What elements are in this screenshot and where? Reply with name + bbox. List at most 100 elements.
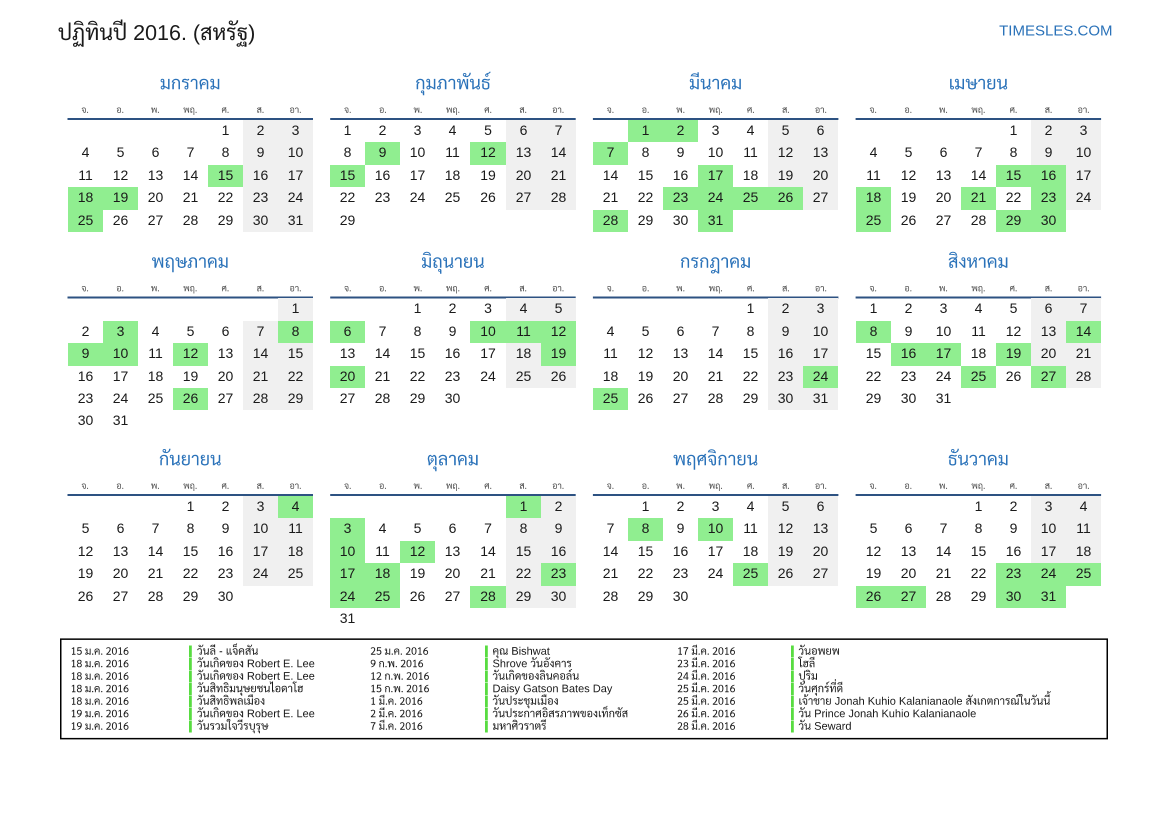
svg-text:2: 2 [677,122,685,138]
svg-text:28: 28 [480,588,496,604]
svg-text:7: 7 [712,323,720,339]
svg-text:10: 10 [708,144,724,160]
svg-text:27: 27 [516,189,532,205]
svg-text:5: 5 [870,520,878,536]
svg-text:19: 19 [551,345,567,361]
svg-text:26: 26 [480,189,496,205]
svg-text:7: 7 [940,520,948,536]
svg-text:26: 26 [183,390,199,406]
svg-text:26: 26 [778,189,794,205]
svg-text:19: 19 [866,565,882,581]
svg-text:12: 12 [410,543,426,559]
svg-text:21: 21 [253,368,269,384]
svg-text:1: 1 [222,122,230,138]
svg-text:20: 20 [113,565,129,581]
svg-text:27: 27 [901,588,917,604]
svg-text:27: 27 [148,212,164,228]
svg-text:3: 3 [414,122,422,138]
svg-text:12: 12 [901,167,917,183]
svg-text:7: 7 [152,520,160,536]
svg-text:27: 27 [218,390,234,406]
svg-text:3: 3 [1045,498,1053,514]
svg-text:26: 26 [551,368,567,384]
svg-text:26: 26 [410,588,426,604]
svg-text:29: 29 [866,390,882,406]
svg-text:7: 7 [607,520,615,536]
svg-text:23: 23 [1006,565,1022,581]
svg-text:3: 3 [712,122,720,138]
svg-text:27: 27 [936,212,952,228]
svg-text:10: 10 [253,520,269,536]
svg-text:5: 5 [414,520,422,536]
svg-text:15: 15 [340,167,356,183]
svg-text:22: 22 [1006,189,1022,205]
svg-text:9: 9 [677,520,685,536]
svg-text:18: 18 [288,543,304,559]
svg-text:4: 4 [292,498,300,514]
svg-text:3: 3 [712,498,720,514]
svg-text:10: 10 [1041,520,1057,536]
svg-text:6: 6 [222,323,230,339]
svg-text:6: 6 [449,520,457,536]
svg-text:24: 24 [708,189,724,205]
svg-text:4: 4 [449,122,457,138]
svg-text:29: 29 [218,212,234,228]
svg-text:17: 17 [813,345,829,361]
svg-text:29: 29 [1006,212,1022,228]
svg-text:4: 4 [1080,498,1088,514]
svg-text:21: 21 [708,368,724,384]
svg-text:2: 2 [555,498,563,514]
svg-text:23: 23 [551,565,567,581]
svg-text:10: 10 [1076,144,1092,160]
svg-text:30: 30 [218,588,234,604]
svg-text:1: 1 [642,122,650,138]
svg-text:23: 23 [673,565,689,581]
svg-text:4: 4 [82,144,90,160]
svg-text:15: 15 [638,543,654,559]
svg-text:25: 25 [971,368,987,384]
svg-text:14: 14 [551,144,567,160]
svg-text:15: 15 [638,167,654,183]
svg-text:2: 2 [379,122,387,138]
svg-text:14: 14 [253,345,269,361]
svg-text:7: 7 [257,323,265,339]
svg-text:2: 2 [222,498,230,514]
svg-text:1: 1 [414,300,422,316]
svg-text:25: 25 [866,212,882,228]
svg-text:8: 8 [642,144,650,160]
svg-text:18: 18 [971,345,987,361]
svg-text:19: 19 [183,368,199,384]
svg-text:28: 28 [253,390,269,406]
svg-text:18: 18 [743,167,759,183]
svg-text:15: 15 [866,345,882,361]
svg-text:18: 18 [743,543,759,559]
svg-text:6: 6 [117,520,125,536]
svg-text:28: 28 [936,588,952,604]
svg-text:12: 12 [183,345,199,361]
svg-text:3: 3 [117,323,125,339]
svg-text:25: 25 [743,565,759,581]
svg-text:21: 21 [1076,345,1092,361]
svg-text:12: 12 [638,345,654,361]
svg-text:5: 5 [642,323,650,339]
svg-text:16: 16 [445,345,461,361]
svg-text:13: 13 [445,543,461,559]
svg-text:6: 6 [152,144,160,160]
svg-text:26: 26 [901,212,917,228]
svg-text:30: 30 [445,390,461,406]
svg-text:14: 14 [603,167,619,183]
svg-text:14: 14 [1076,323,1092,339]
svg-text:6: 6 [677,323,685,339]
svg-text:5: 5 [905,144,913,160]
svg-text:10: 10 [936,323,952,339]
svg-text:8: 8 [292,323,300,339]
svg-text:26: 26 [1006,368,1022,384]
svg-text:11: 11 [743,520,758,536]
svg-text:19: 19 [778,543,794,559]
svg-text:25: 25 [603,390,619,406]
svg-text:4: 4 [520,300,528,316]
svg-text:11: 11 [866,167,881,183]
svg-text:20: 20 [813,167,829,183]
svg-text:16: 16 [78,368,94,384]
svg-text:22: 22 [638,565,654,581]
